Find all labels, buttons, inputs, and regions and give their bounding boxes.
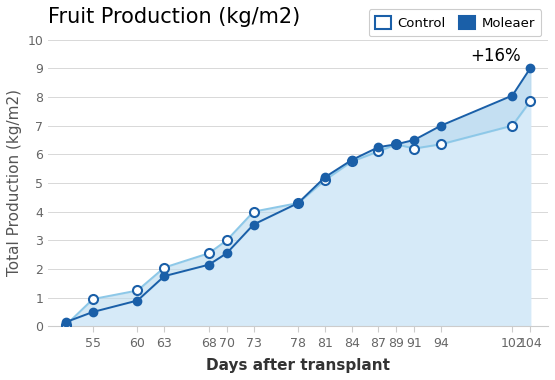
Y-axis label: Total Production (kg/m2): Total Production (kg/m2) (7, 89, 22, 277)
Text: +16%: +16% (471, 47, 521, 65)
X-axis label: Days after transplant: Days after transplant (206, 358, 390, 373)
Text: Fruit Production (kg/m2): Fruit Production (kg/m2) (48, 7, 300, 27)
Legend: Control, Moleaer: Control, Moleaer (369, 9, 542, 36)
